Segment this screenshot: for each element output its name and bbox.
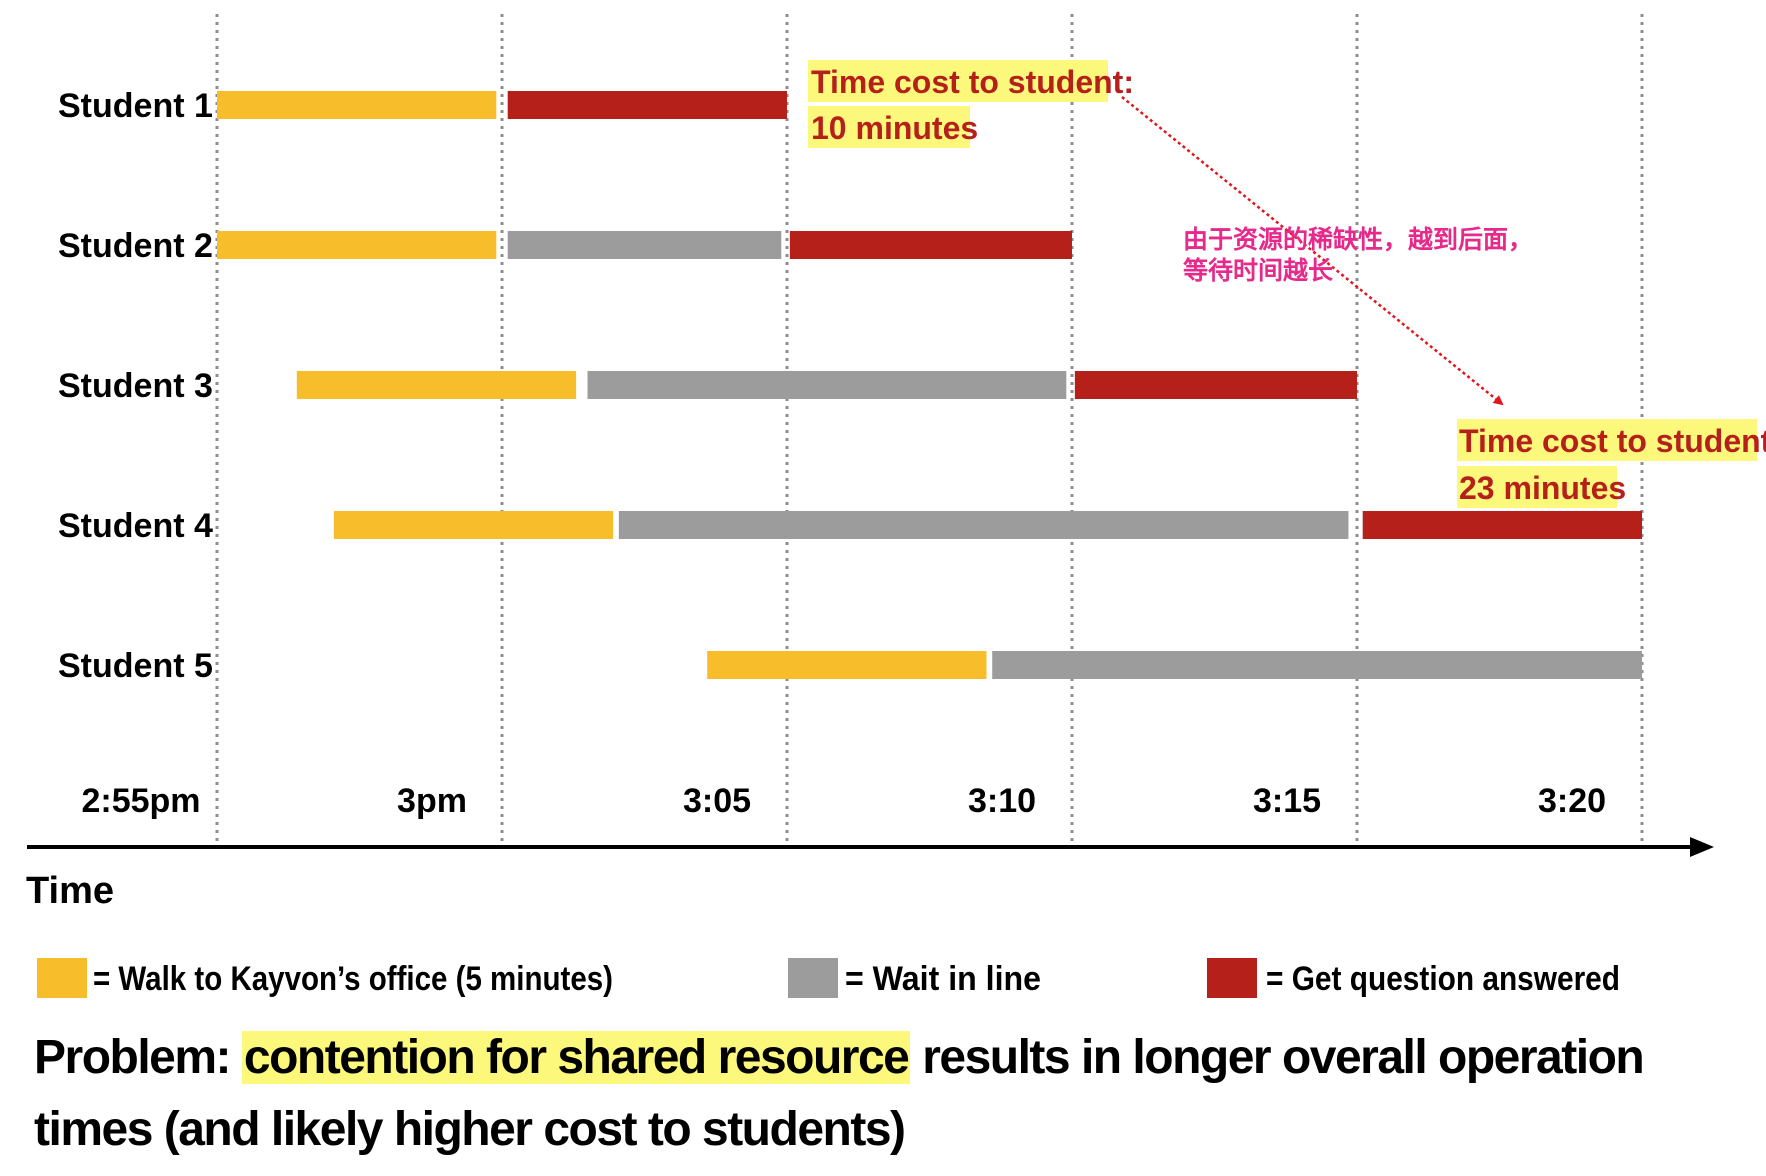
- bars: [217, 91, 1642, 679]
- row-label: Student 3: [58, 367, 213, 405]
- axis-title: Time: [26, 870, 114, 912]
- cost-first-line2: 10 minutes: [811, 110, 978, 146]
- note-line1: 由于资源的稀缺性，越到后面，: [1183, 225, 1533, 254]
- tick-label: 3:15: [1253, 782, 1321, 820]
- bar-walk: [217, 91, 497, 119]
- bar-answer: [789, 231, 1072, 259]
- bar-answer: [1074, 371, 1357, 399]
- row-label: Student 5: [58, 647, 213, 685]
- legend-swatch-walk: [37, 958, 87, 998]
- caption-line-1: Problem: contention for shared resource …: [34, 1022, 1754, 1094]
- legend-label-wait: = Wait in line: [845, 960, 1041, 998]
- row-label: Student 1: [58, 87, 213, 125]
- cost-last-highlight-2: [1457, 466, 1617, 508]
- bar-wait: [992, 651, 1642, 679]
- note-line2: 等待时间越长: [1183, 256, 1334, 285]
- row-label: Student 2: [58, 227, 213, 265]
- tick-label: 3:10: [968, 782, 1036, 820]
- caption-rest: results in longer overall operation: [910, 1031, 1645, 1084]
- legend-swatch-wait: [788, 958, 838, 998]
- time-axis: 2:55pm 3pm 3:05 3:10 3:15 3:20 Time: [26, 782, 1714, 912]
- axis-arrowhead: [1690, 837, 1714, 857]
- cost-first-highlight-2: [808, 106, 970, 148]
- tick-label: 3:05: [683, 782, 751, 820]
- caption-line-2: times (and likely higher cost to student…: [34, 1103, 906, 1156]
- grid-lines: [215, 14, 1644, 845]
- bar-walk: [217, 231, 497, 259]
- bar-wait: [587, 371, 1067, 399]
- cost-first-line1: Time cost to student:: [811, 64, 1134, 100]
- cost-last-highlight-1: [1457, 419, 1757, 461]
- bar-walk: [707, 651, 987, 679]
- bar-wait: [618, 511, 1349, 539]
- bar-answer: [1362, 511, 1642, 539]
- legend-label-answer: = Get question answered: [1266, 960, 1620, 998]
- caption: Problem: contention for shared resource …: [34, 1022, 1754, 1166]
- tick-label: 3:20: [1538, 782, 1606, 820]
- caption-highlight: contention for shared resource: [241, 1031, 911, 1084]
- legend-swatch-answer: [1207, 958, 1257, 998]
- caption-prefix: Problem:: [34, 1031, 242, 1084]
- tick-label: 3pm: [397, 782, 467, 820]
- cost-first-highlight-1: [808, 60, 1108, 102]
- legend-label-walk: = Walk to Kayvon’s office (5 minutes): [93, 960, 613, 998]
- bar-walk: [296, 371, 577, 399]
- bar-wait: [507, 231, 782, 259]
- cost-last-line2: 23 minutes: [1459, 470, 1626, 506]
- annotations: Time cost to student: 10 minutes Time cost…: [808, 60, 1766, 508]
- bar-answer: [507, 91, 787, 119]
- cost-last-line1: Time cost to student:: [1459, 423, 1766, 459]
- legend: = Walk to Kayvon’s office (5 minutes) = W…: [37, 958, 1620, 998]
- bar-walk: [333, 511, 614, 539]
- tick-label: 2:55pm: [81, 782, 200, 820]
- row-label: Student 4: [58, 507, 213, 545]
- row-labels: Student 1 Student 2 Student 3 Student 4 Stud…: [58, 87, 213, 685]
